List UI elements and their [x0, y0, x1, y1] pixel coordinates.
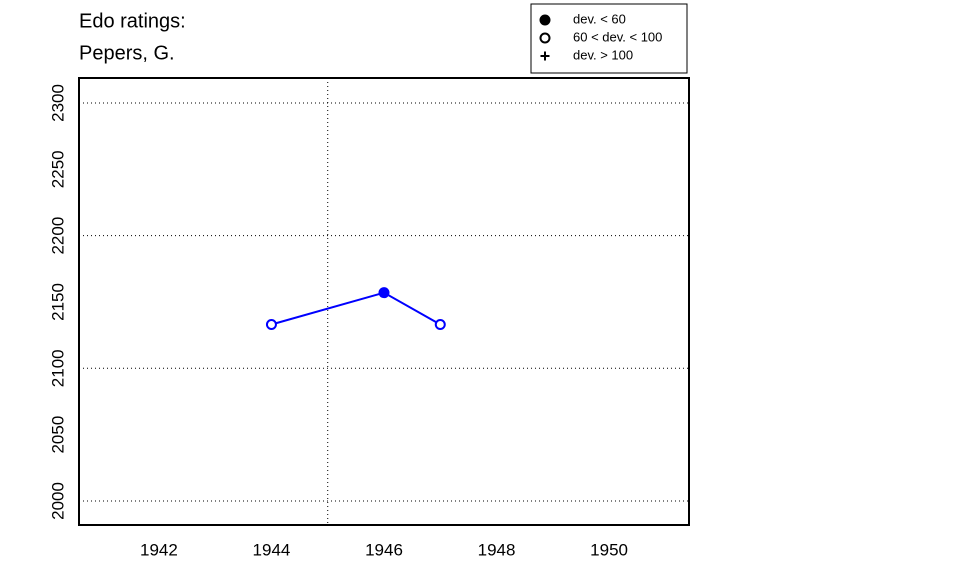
y-tick-label: 2300 [48, 84, 67, 122]
legend-label: dev. < 60 [573, 11, 626, 26]
x-tick-label: 1942 [140, 540, 178, 559]
marker [434, 319, 446, 331]
chart-title: Pepers, G. [79, 42, 175, 64]
y-tick-label: 2150 [48, 283, 67, 321]
x-tick-label: 1948 [478, 540, 516, 559]
marker [378, 287, 390, 299]
y-tick-label: 2250 [48, 150, 67, 188]
y-tick-label: 2200 [48, 217, 67, 255]
plot-frame [78, 77, 690, 526]
x-tick-label: 1950 [590, 540, 628, 559]
legend-marker [539, 32, 551, 44]
legend-box [530, 3, 688, 74]
x-tick-label: 1944 [253, 540, 291, 559]
legend-marker [539, 14, 551, 26]
legend-marker [540, 51, 550, 61]
chart-title: Edo ratings: [79, 10, 186, 32]
marker [265, 319, 277, 331]
legend-label: 60 < dev. < 100 [573, 29, 662, 44]
x-tick-label: 1946 [365, 540, 403, 559]
legend-label: dev. > 100 [573, 47, 633, 62]
y-tick-label: 2050 [48, 416, 67, 454]
y-tick-label: 2000 [48, 482, 67, 520]
y-tick-label: 2100 [48, 349, 67, 387]
